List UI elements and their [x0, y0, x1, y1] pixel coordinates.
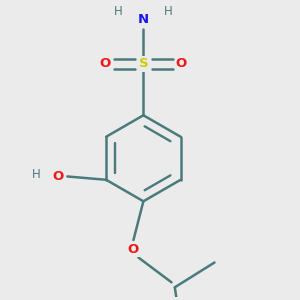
Text: O: O — [128, 243, 139, 256]
Text: O: O — [100, 58, 111, 70]
Text: S: S — [139, 58, 148, 70]
Text: H: H — [164, 4, 172, 18]
Text: H: H — [32, 168, 41, 181]
Text: N: N — [138, 13, 149, 26]
Text: O: O — [52, 170, 64, 183]
Text: H: H — [114, 4, 123, 18]
Text: O: O — [176, 58, 187, 70]
